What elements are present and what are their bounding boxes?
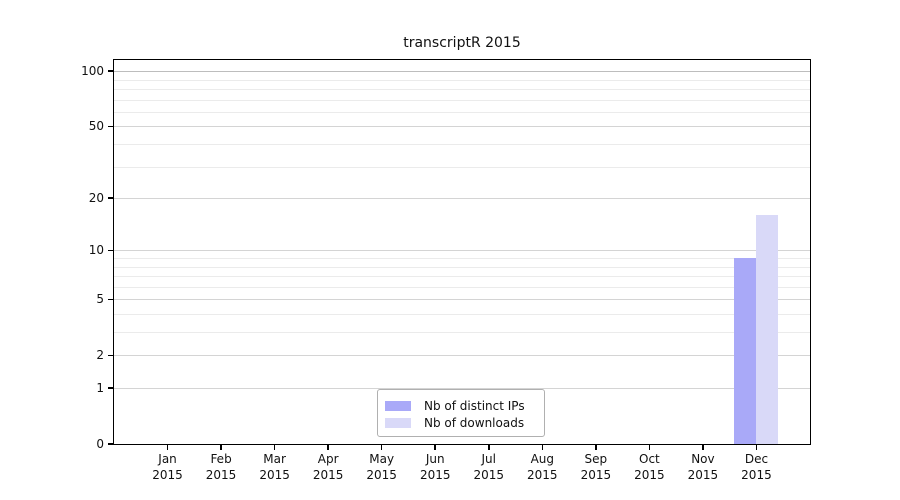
y-gridline-minor <box>114 313 810 315</box>
legend-label-downloads: Nb of downloads <box>424 415 525 430</box>
y-tick <box>108 197 114 199</box>
x-tick-label: Nov 2015 <box>673 452 733 483</box>
y-gridline-major <box>114 299 810 301</box>
y-gridline-minor <box>114 111 810 113</box>
x-tick-label: Aug 2015 <box>512 452 572 483</box>
x-tick-label: Mar 2015 <box>245 452 305 483</box>
x-tick-label-line: Aug <box>530 452 555 466</box>
x-tick <box>702 445 704 450</box>
x-tick-label: Jan 2015 <box>138 452 198 483</box>
x-tick-label-line: 2015 <box>152 467 183 482</box>
x-tick-label: Apr 2015 <box>298 452 358 483</box>
x-tick-label: Oct 2015 <box>619 452 679 483</box>
legend-swatch-distinct-ips <box>385 400 411 411</box>
y-tick <box>108 249 114 252</box>
x-tick-label: Jun 2015 <box>405 452 465 483</box>
legend-swatch-downloads <box>385 417 411 428</box>
y-gridline-minor <box>114 276 810 278</box>
x-tick-label-line: 2015 <box>580 467 612 482</box>
x-tick-label-line: Apr <box>317 452 339 466</box>
x-tick-label-line: Dec <box>744 452 769 466</box>
y-tick <box>108 443 114 445</box>
y-gridline-major <box>114 388 810 389</box>
y-tick-label: 5 <box>96 292 104 307</box>
x-tick-label-line: 2015 <box>312 467 344 482</box>
y-gridline-minor <box>114 144 810 145</box>
x-tick-label-line: 2015 <box>419 467 451 482</box>
y-tick <box>108 125 114 128</box>
y-tick <box>108 387 114 389</box>
x-tick-label-line: Nov <box>691 452 715 466</box>
y-gridline-minor <box>114 166 810 168</box>
y-tick <box>108 298 114 300</box>
y-gridline-major <box>114 250 810 252</box>
x-tick-label-line: 2015 <box>366 467 397 482</box>
x-tick <box>755 445 758 450</box>
y-tick-label: 0 <box>96 437 104 451</box>
x-tick <box>380 445 383 450</box>
y-gridline-minor <box>114 286 810 288</box>
y-tick-label: 10 <box>88 243 104 258</box>
y-gridline-minor <box>114 79 810 81</box>
y-tick-label: 2 <box>96 348 104 363</box>
x-tick <box>220 445 222 450</box>
x-tick <box>273 445 276 450</box>
x-tick-label-line: Oct <box>639 452 660 466</box>
x-tick <box>327 445 329 450</box>
y-tick-label: 100 <box>81 64 104 79</box>
y-gridline-major <box>114 198 810 200</box>
x-tick-label-line: 2015 <box>473 467 505 482</box>
x-tick-label-line: 2015 <box>634 467 665 482</box>
y-gridline-major <box>114 355 810 357</box>
x-tick-label-line: 2015 <box>205 467 237 482</box>
x-tick-label: Dec 2015 <box>726 452 786 483</box>
legend-item-downloads: Nb of downloads <box>385 415 544 430</box>
bar-distinct-ips <box>734 258 757 444</box>
y-gridline-minor <box>114 266 810 268</box>
x-tick <box>595 445 597 450</box>
x-tick <box>541 445 544 450</box>
y-tick-label: 1 <box>96 381 104 395</box>
x-tick-label-line: 2015 <box>527 467 558 482</box>
legend-item-distinct-ips: Nb of distinct IPs <box>385 398 544 413</box>
x-tick <box>488 445 490 450</box>
y-tick-label: 50 <box>88 119 104 134</box>
x-tick-label: Jul 2015 <box>459 452 519 483</box>
legend-label-distinct-ips: Nb of distinct IPs <box>424 398 525 413</box>
x-tick <box>166 445 169 450</box>
x-tick-label-line: 2015 <box>741 467 772 482</box>
x-tick <box>434 445 436 450</box>
x-tick-label: Sep 2015 <box>566 452 626 483</box>
chart-legend: Nb of distinct IPs Nb of downloads <box>377 389 545 437</box>
x-tick-label-line: May <box>369 452 395 466</box>
y-gridline-minor <box>114 332 810 333</box>
x-tick-label-line: 2015 <box>687 467 719 482</box>
x-tick-label-line: Jul <box>481 452 496 466</box>
x-tick-label-line: Mar <box>263 452 286 466</box>
y-tick-label: 20 <box>88 191 104 206</box>
y-gridline-major <box>114 126 810 128</box>
y-gridline-minor <box>114 257 810 259</box>
plot-area <box>114 60 810 444</box>
x-tick-label: May 2015 <box>352 452 412 483</box>
chart-title: transcriptR 2015 <box>403 35 521 51</box>
x-tick-label-line: Sep <box>584 452 608 466</box>
x-tick-label-line: Feb <box>210 452 232 466</box>
bar-downloads <box>756 215 779 444</box>
x-tick-label-line: Jan <box>158 452 177 466</box>
x-tick-label: Feb 2015 <box>191 452 251 483</box>
y-gridline-minor <box>114 99 810 101</box>
y-tick <box>108 354 114 356</box>
x-tick-label-line: Jun <box>425 452 445 466</box>
x-tick-label-line: 2015 <box>259 467 290 482</box>
y-tick <box>108 70 114 72</box>
y-gridline-major <box>114 71 810 73</box>
x-tick <box>648 445 651 450</box>
y-gridline-minor <box>114 89 810 90</box>
